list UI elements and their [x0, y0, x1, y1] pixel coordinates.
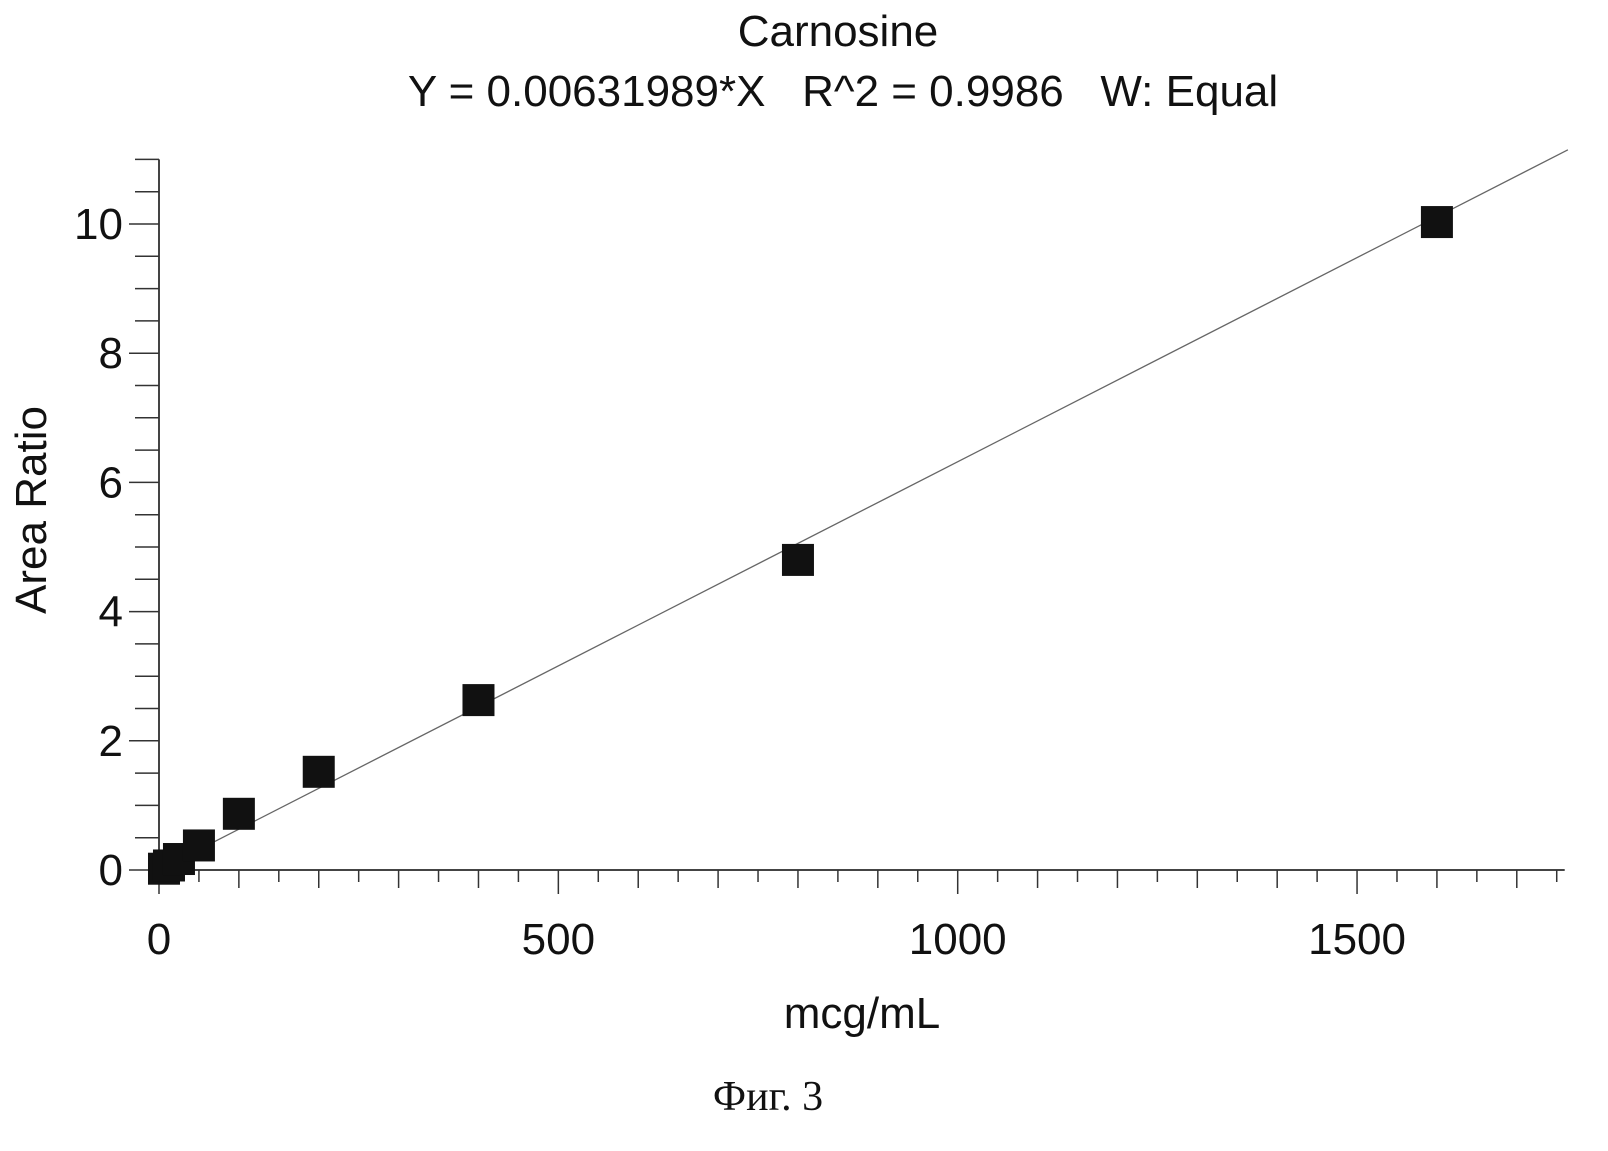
figure-caption: Фиг. 3 [713, 1074, 823, 1120]
x-tick-label: 0 [147, 915, 171, 964]
y-tick-label: 2 [99, 717, 123, 766]
data-point [462, 684, 494, 716]
calibration-chart: Carnosine Y = 0.00631989*X R^2 = 0.9986 … [0, 0, 1608, 1151]
y-tick-label: 0 [99, 846, 123, 895]
x-tick-label: 500 [522, 915, 595, 964]
data-point [303, 756, 335, 788]
chart-subtitle: Y = 0.00631989*X R^2 = 0.9986 W: Equal [408, 67, 1278, 116]
fit-line [159, 150, 1568, 870]
axes: 0 2 4 6 8 10 0 500 1000 1500 [74, 159, 1565, 964]
data-point [183, 829, 215, 861]
y-tick-label: 10 [74, 200, 123, 249]
x-tick-label: 1000 [909, 915, 1007, 964]
data-point [782, 544, 814, 576]
fit-line-group [159, 150, 1568, 870]
chart-title: Carnosine [738, 7, 939, 56]
data-point [1421, 206, 1453, 238]
y-tick-label: 4 [99, 588, 123, 637]
y-axis-label: Area Ratio [7, 406, 56, 614]
y-tick-label: 6 [99, 458, 123, 507]
y-tick-label: 8 [99, 329, 123, 378]
data-points [148, 206, 1453, 885]
data-point [223, 798, 255, 830]
x-axis-label: mcg/mL [784, 989, 940, 1038]
x-tick-label: 1500 [1308, 915, 1406, 964]
